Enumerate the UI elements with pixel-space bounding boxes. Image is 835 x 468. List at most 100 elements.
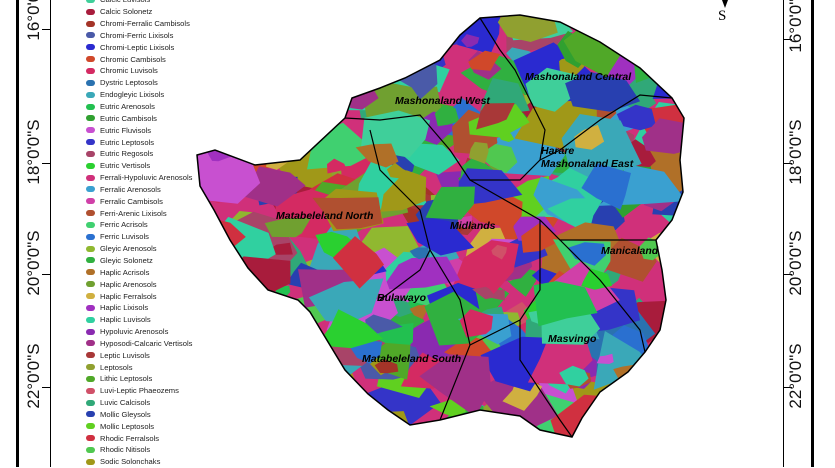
- legend-item: Lithic Leptosols: [86, 373, 192, 385]
- soil-patch: [368, 411, 410, 437]
- soil-patch: [201, 312, 259, 358]
- soil-patch: [480, 336, 561, 392]
- legend-swatch: [86, 293, 95, 300]
- soil-patch: [497, 15, 558, 42]
- legend-item: Ferralic Cambisols: [86, 195, 192, 207]
- soil-patch: [254, 394, 344, 437]
- soil-patch: [316, 309, 383, 349]
- legend-swatch: [86, 375, 95, 382]
- soil-patch: [567, 242, 606, 266]
- legend-item: Ferric Luvisols: [86, 231, 192, 243]
- soil-patch: [618, 15, 684, 53]
- legend-swatch: [86, 103, 95, 110]
- legend-item: Chromic Luvisols: [86, 65, 192, 77]
- soil-patch: [340, 30, 370, 49]
- soil-patch: [381, 256, 461, 290]
- soil-patch: [256, 15, 323, 61]
- soil-patch: [272, 242, 293, 255]
- legend-label: Haplic Ferralsols: [100, 291, 157, 301]
- legend-label: Rhodic Ferralsols: [100, 433, 160, 443]
- legend-item: Gleyic Solonetz: [86, 255, 192, 267]
- soil-patch: [250, 359, 321, 415]
- legend-item: Haplic Luvisols: [86, 314, 192, 326]
- soil-patch: [633, 34, 684, 83]
- legend-label: Gleyic Arenosols: [100, 244, 157, 254]
- soil-patch: [444, 415, 531, 437]
- tick: [42, 29, 51, 30]
- soil-patch: [669, 368, 684, 381]
- legend-item: Eutric Cambisols: [86, 112, 192, 124]
- legend-swatch: [86, 150, 95, 157]
- soil-patch: [210, 401, 259, 428]
- legend-item: Gleyic Arenosols: [86, 243, 192, 255]
- legend-swatch: [86, 162, 95, 169]
- legend-item: Hyposodi-Calcaric Vertisols: [86, 337, 192, 349]
- legend-label: Mollic Gleysols: [100, 409, 151, 419]
- soil-patch: [304, 384, 346, 402]
- legend-label: Chromic Cambisols: [100, 54, 166, 64]
- legend-item: Endogleyic Lixisols: [86, 89, 192, 101]
- legend-label: Rhodic Nitisols: [100, 445, 151, 455]
- soil-patch: [618, 15, 684, 55]
- soil-patch: [565, 72, 641, 112]
- soil-patch: [408, 19, 449, 43]
- soil-patch: [652, 70, 684, 99]
- soil-patch: [642, 118, 684, 154]
- legend-item: Chromi-Ferralic Cambisols: [86, 18, 192, 30]
- legend-label: Eutric Leptosols: [100, 137, 155, 147]
- legend-label: Gleyic Solonetz: [100, 255, 153, 265]
- legend-label: Ferrali-Hypoluvic Arenosols: [100, 173, 193, 183]
- legend-label: Luvic Calcisols: [100, 398, 151, 408]
- soil-patch: [561, 114, 642, 181]
- legend-item: Eutric Vertisols: [86, 160, 192, 172]
- legend-label: Chromi-Ferric Lixisols: [100, 30, 174, 40]
- soil-patch: [265, 40, 337, 99]
- legend-label: Eutric Arenosols: [100, 102, 155, 112]
- soil-patch: [419, 354, 492, 417]
- soil-patch: [661, 245, 684, 270]
- legend-item: Ferralic Arenosols: [86, 184, 192, 196]
- soil-patch: [295, 21, 321, 44]
- soil-patch: [261, 15, 352, 48]
- legend-item: Sodic Solonchaks: [86, 456, 192, 468]
- legend-label: Haplic Acrisols: [100, 267, 150, 277]
- soil-patch: [232, 325, 305, 381]
- legend-label: Haplic Arenosols: [100, 279, 157, 289]
- soil-patch: [652, 328, 684, 361]
- legend-label: Chromic Luvisols: [100, 66, 158, 76]
- legend-item: Ferrali-Hypoluvic Arenosols: [86, 172, 192, 184]
- province-boundaries: [344, 17, 673, 438]
- soil-patch: [261, 393, 287, 410]
- boundary-mat-north: [369, 129, 431, 301]
- legend-swatch: [86, 364, 95, 371]
- country-outline: [196, 14, 685, 438]
- soil-patch: [634, 361, 684, 418]
- legend-item: Leptosols: [86, 361, 192, 373]
- legend-item: Haplic Ferralsols: [86, 290, 192, 302]
- tick: [783, 163, 792, 164]
- legend-label: Ferralic Cambisols: [100, 196, 163, 206]
- soil-patch: [257, 15, 296, 37]
- legend-label: Ferric Luvisols: [100, 232, 149, 242]
- legend-item: Eutric Fluvisols: [86, 124, 192, 136]
- province-label: Manicaland: [601, 245, 659, 257]
- soil-patch: [581, 163, 631, 210]
- soil-patch: [491, 244, 507, 260]
- soil-patch: [313, 28, 359, 58]
- soil-patch: [406, 218, 475, 256]
- soil-patch: [559, 365, 589, 387]
- soil-patch: [533, 281, 598, 327]
- legend-item: Eutric Regosols: [86, 148, 192, 160]
- legend-swatch: [86, 352, 95, 359]
- soil-patch: [380, 170, 427, 212]
- province-label: Bulawayo: [377, 292, 427, 304]
- soil-patch: [213, 368, 305, 422]
- soil-patch: [610, 383, 648, 411]
- soil-patch: [374, 359, 399, 374]
- legend: Calcic Luvisols Calcic Solonetz Chromi-Fer…: [86, 0, 192, 468]
- legend-item: Mollic Gleysols: [86, 409, 192, 421]
- soil-patch: [581, 268, 612, 290]
- soil-patch: [217, 42, 251, 66]
- tick: [42, 274, 51, 275]
- soil-patch: [594, 403, 638, 428]
